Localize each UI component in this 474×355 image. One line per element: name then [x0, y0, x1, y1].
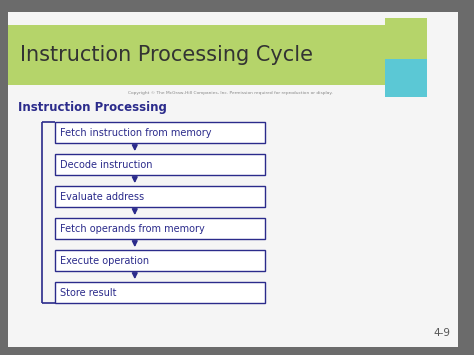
FancyBboxPatch shape [385, 18, 427, 60]
Text: Fetch operands from memory: Fetch operands from memory [60, 224, 205, 234]
FancyBboxPatch shape [55, 122, 265, 143]
Text: Decode instruction: Decode instruction [60, 159, 153, 169]
FancyBboxPatch shape [8, 12, 458, 347]
Text: Fetch instruction from memory: Fetch instruction from memory [60, 127, 211, 137]
Text: Execute operation: Execute operation [60, 256, 149, 266]
FancyBboxPatch shape [55, 282, 265, 303]
FancyBboxPatch shape [55, 154, 265, 175]
FancyBboxPatch shape [55, 218, 265, 239]
FancyBboxPatch shape [55, 250, 265, 271]
Text: Instruction Processing: Instruction Processing [18, 100, 167, 114]
Text: Copyright © The McGraw-Hill Companies, Inc. Permission required for reproduction: Copyright © The McGraw-Hill Companies, I… [128, 91, 332, 95]
FancyBboxPatch shape [55, 186, 265, 207]
FancyBboxPatch shape [385, 59, 427, 97]
Text: Evaluate address: Evaluate address [60, 191, 144, 202]
Text: Store result: Store result [60, 288, 117, 297]
Text: Instruction Processing Cycle: Instruction Processing Cycle [20, 45, 313, 65]
Text: 4-9: 4-9 [433, 328, 450, 338]
FancyBboxPatch shape [8, 25, 426, 85]
